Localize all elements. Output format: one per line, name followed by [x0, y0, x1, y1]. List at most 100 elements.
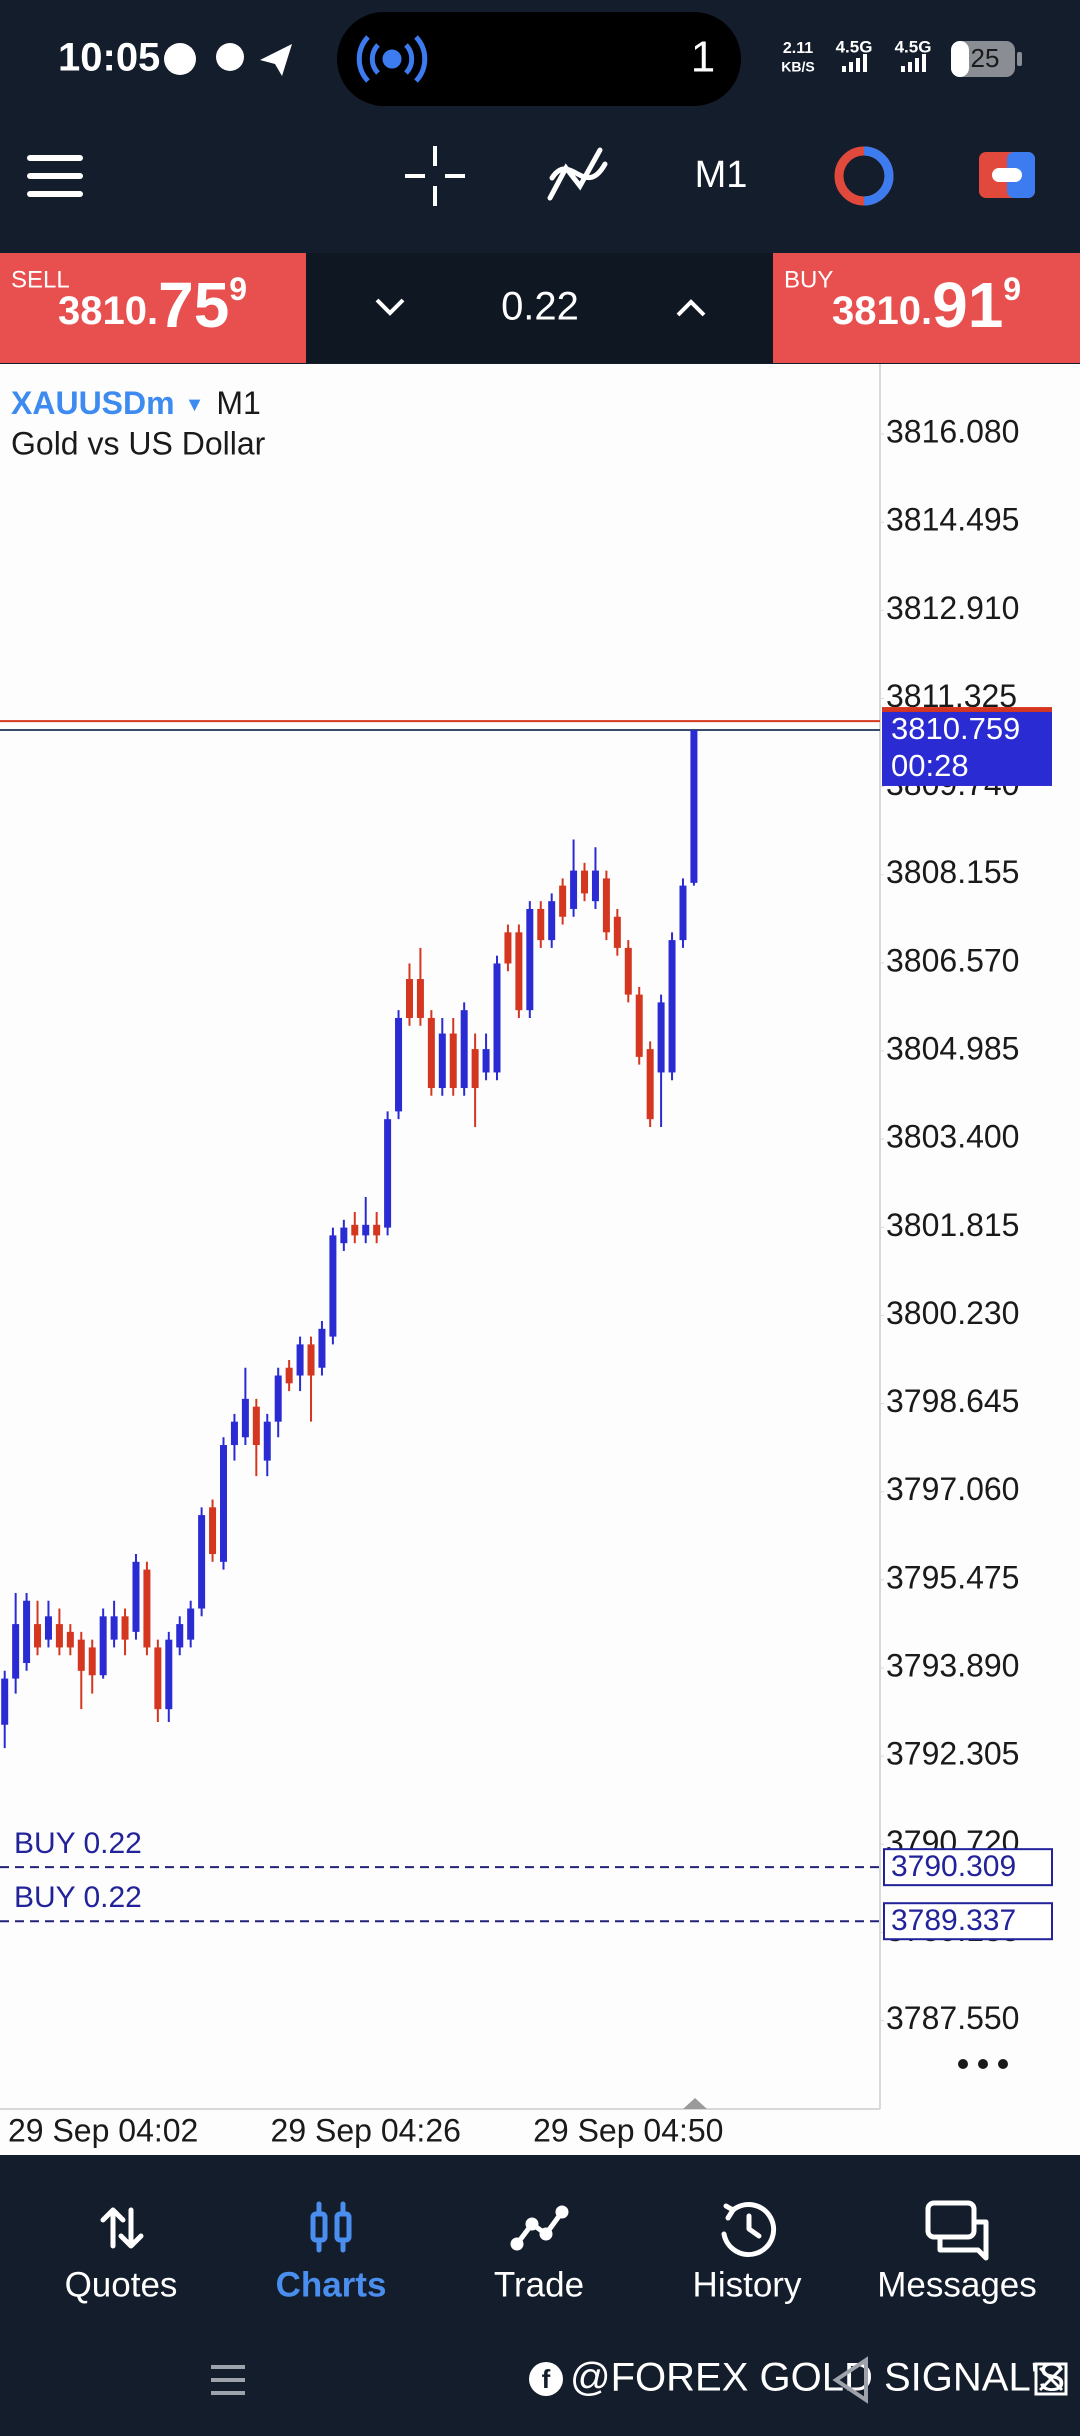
- order-label[interactable]: BUY 0.22: [14, 1827, 142, 1860]
- indicators-button[interactable]: [547, 147, 608, 201]
- y-tick-label: 3808.155: [886, 854, 1019, 890]
- candle-body: [329, 1235, 337, 1337]
- candle-body: [526, 908, 534, 1011]
- plot: 3816.0803814.4953812.9103811.3253809.740…: [0, 414, 1053, 2148]
- home-menu-gesture[interactable]: [211, 2365, 245, 2395]
- signal-1: 4.5G: [836, 37, 873, 56]
- candle-body: [581, 870, 589, 894]
- candle-body: [668, 940, 676, 1073]
- sell-price-main: 3810.: [58, 289, 158, 333]
- candle-body: [165, 1639, 173, 1710]
- objects-button[interactable]: [834, 146, 894, 206]
- sell-button-bg[interactable]: [0, 253, 306, 363]
- y-tick-label: 3801.815: [886, 1207, 1019, 1243]
- trade-icon[interactable]: [510, 2205, 569, 2251]
- y-tick-label: 3797.060: [886, 1471, 1019, 1507]
- buy-price[interactable]: 3810.919: [832, 269, 1021, 341]
- x-tick-label: 29 Sep 04:26: [271, 2112, 461, 2148]
- buy-price-sup: 9: [1003, 271, 1021, 307]
- quotes-icon[interactable]: [100, 2207, 144, 2249]
- timeframe-button[interactable]: M1: [695, 154, 748, 196]
- candle-body: [252, 1406, 260, 1446]
- candle-body: [99, 1616, 107, 1676]
- net-unit: KB/S: [781, 59, 814, 75]
- candle-body: [307, 1344, 315, 1376]
- candle-body: [44, 1616, 52, 1640]
- scroll-marker: [683, 2098, 707, 2109]
- menu-button[interactable]: [27, 155, 83, 197]
- net-speed: 2.11: [783, 40, 813, 57]
- volume-down[interactable]: [375, 298, 405, 316]
- trade-button[interactable]: [979, 152, 1035, 198]
- candle-body: [613, 916, 621, 948]
- candle-body: [230, 1421, 238, 1446]
- buy-button-bg[interactable]: [773, 253, 1080, 363]
- nav-label[interactable]: Quotes: [65, 2265, 178, 2304]
- last-price-box: [882, 711, 1052, 786]
- battery-tip: [1017, 52, 1022, 66]
- nav-label[interactable]: Messages: [877, 2265, 1037, 2304]
- order-price-box: [883, 1848, 1053, 1887]
- battery-level: [951, 41, 969, 77]
- candle-body: [55, 1624, 63, 1648]
- nav-icons: [100, 2200, 989, 2261]
- candle-body: [482, 1049, 490, 1073]
- y-tick-label: 3804.985: [886, 1030, 1019, 1066]
- candle-body: [679, 885, 687, 941]
- candle-body: [427, 1017, 435, 1089]
- y-tick-label: 3787.550: [886, 2000, 1019, 2036]
- candle-body: [121, 1616, 129, 1640]
- candle-body: [416, 979, 424, 1018]
- candle-body: [241, 1398, 249, 1438]
- candle-body: [504, 932, 512, 964]
- signal-2: 4.5G: [895, 37, 932, 56]
- candle-body: [449, 1033, 457, 1089]
- chart-symbol[interactable]: XAUUSDm: [11, 385, 175, 421]
- y-tick-label: 3812.910: [886, 590, 1019, 626]
- symbol-dropdown: ▼: [185, 394, 205, 416]
- sell-price[interactable]: 3810.759: [58, 269, 247, 341]
- charts-icon[interactable]: [310, 2201, 352, 2253]
- candle-body: [88, 1647, 96, 1676]
- volume-value[interactable]: 0.22: [501, 285, 579, 329]
- nav-label[interactable]: Trade: [494, 2265, 584, 2304]
- candle-body: [373, 1224, 381, 1236]
- dynamic-island: [337, 12, 741, 106]
- close-box-icon: [1034, 2362, 1068, 2396]
- candle-body: [405, 979, 413, 1018]
- candle-body: [263, 1421, 271, 1461]
- history-icon[interactable]: [721, 2202, 777, 2257]
- volume-up[interactable]: [676, 299, 706, 317]
- candle-body: [274, 1375, 282, 1422]
- candle-body: [384, 1119, 392, 1228]
- candle-body: [1, 1678, 9, 1725]
- chart-description: Gold vs US Dollar: [11, 425, 266, 461]
- candle-body: [515, 932, 523, 1011]
- countdown: 00:28: [891, 748, 969, 783]
- candle-body: [132, 1561, 140, 1632]
- candle-body: [198, 1515, 206, 1609]
- messages-icon[interactable]: [925, 2200, 989, 2261]
- sell-price-sup: 9: [229, 271, 247, 307]
- y-tick-label: 3806.570: [886, 942, 1019, 978]
- facebook-glyph: f: [542, 2364, 551, 2394]
- back-gesture[interactable]: [832, 2356, 868, 2404]
- candle-body: [220, 1445, 227, 1562]
- order-label[interactable]: BUY 0.22: [14, 1881, 142, 1914]
- crosshair-button[interactable]: [405, 146, 465, 206]
- candle-body: [318, 1328, 326, 1368]
- nav-labels: Quotes Charts Trade History Messages: [65, 2265, 1037, 2304]
- buy-price-main: 3810.: [832, 289, 932, 333]
- y-tick-label: 3814.495: [886, 502, 1019, 538]
- x-tick-label: 29 Sep 04:50: [533, 2112, 723, 2148]
- nav-label[interactable]: History: [693, 2265, 802, 2304]
- buy-price-big: 91: [932, 269, 1003, 341]
- chart-timeframe: M1: [216, 385, 260, 421]
- candle-body: [351, 1224, 359, 1236]
- y-tick-label: 3800.230: [886, 1295, 1019, 1331]
- nav-label[interactable]: Charts: [276, 2265, 387, 2304]
- last-price: 3810.759: [891, 711, 1020, 746]
- more-menu[interactable]: [958, 2059, 1008, 2069]
- y-tick-label: 3792.305: [886, 1736, 1019, 1772]
